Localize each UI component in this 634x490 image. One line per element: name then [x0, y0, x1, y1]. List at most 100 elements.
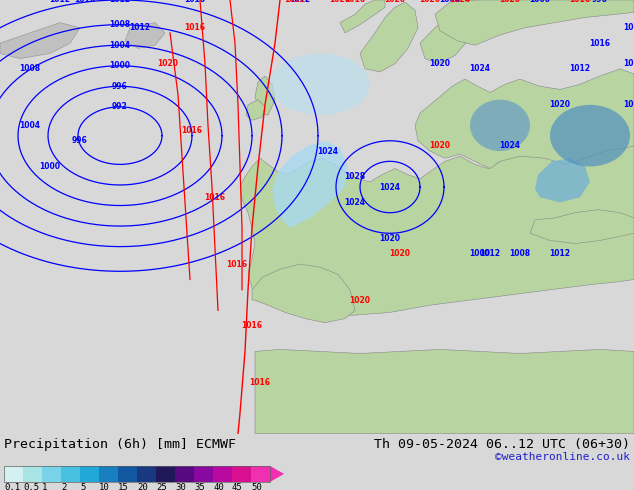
Text: 45: 45	[232, 484, 243, 490]
Text: 1024: 1024	[470, 64, 491, 74]
Text: 2: 2	[61, 484, 67, 490]
Text: 1016: 1016	[569, 0, 590, 4]
Polygon shape	[255, 349, 634, 434]
Text: 0.5: 0.5	[23, 484, 39, 490]
Bar	[99, 466, 118, 482]
Text: 1000: 1000	[110, 61, 131, 70]
Text: 996: 996	[112, 82, 128, 91]
Text: 1008: 1008	[20, 64, 41, 74]
Text: 1016: 1016	[250, 378, 271, 387]
Text: 1024: 1024	[318, 147, 339, 155]
Text: 1020: 1020	[384, 0, 406, 4]
Polygon shape	[530, 210, 634, 244]
Text: 1020: 1020	[349, 295, 370, 305]
Text: 1012: 1012	[110, 0, 131, 4]
Text: 996: 996	[592, 0, 608, 4]
Text: 1004: 1004	[110, 41, 131, 49]
Bar	[175, 466, 194, 482]
Text: 1016: 1016	[181, 126, 202, 135]
Polygon shape	[270, 466, 284, 482]
Polygon shape	[272, 141, 348, 228]
Polygon shape	[125, 23, 165, 49]
Text: 1000: 1000	[39, 162, 60, 171]
Text: 1: 1	[42, 484, 48, 490]
Text: 1020: 1020	[429, 142, 451, 150]
Polygon shape	[252, 264, 355, 323]
Text: 1016: 1016	[242, 321, 262, 330]
Polygon shape	[240, 141, 634, 316]
Bar	[118, 466, 137, 482]
Ellipse shape	[550, 105, 630, 167]
Polygon shape	[535, 158, 590, 202]
Text: 40: 40	[213, 484, 224, 490]
Text: Precipitation (6h) [mm] ECMWF: Precipitation (6h) [mm] ECMWF	[4, 438, 236, 451]
Polygon shape	[340, 0, 385, 33]
Text: 1012: 1012	[569, 64, 590, 74]
Text: 1020: 1020	[429, 59, 451, 68]
Text: 1016: 1016	[184, 0, 205, 4]
Polygon shape	[255, 76, 275, 115]
Bar	[137, 466, 156, 482]
Bar	[42, 466, 61, 482]
Text: 1012: 1012	[550, 249, 571, 258]
Text: 1024: 1024	[500, 142, 521, 150]
Bar	[4, 466, 23, 482]
Text: 1016: 1016	[590, 39, 611, 48]
Polygon shape	[0, 23, 80, 59]
Text: Th 09-05-2024 06..12 UTC (06+30): Th 09-05-2024 06..12 UTC (06+30)	[374, 438, 630, 451]
Text: 25: 25	[156, 484, 167, 490]
Polygon shape	[246, 99, 265, 120]
Text: 996: 996	[72, 136, 88, 145]
Text: 1012: 1012	[290, 0, 311, 4]
Text: 1020: 1020	[380, 234, 401, 243]
Bar	[80, 466, 99, 482]
Text: 1004: 1004	[439, 0, 460, 4]
Text: 1012: 1012	[623, 23, 634, 32]
Polygon shape	[415, 69, 634, 169]
Polygon shape	[360, 2, 418, 72]
Bar	[23, 466, 42, 482]
Ellipse shape	[270, 53, 370, 115]
Text: 1016: 1016	[75, 0, 96, 4]
Text: 30: 30	[175, 484, 186, 490]
Bar	[251, 466, 270, 482]
Text: 1008: 1008	[623, 100, 634, 109]
Bar	[4, 466, 270, 482]
Bar	[213, 466, 232, 482]
Bar	[232, 466, 251, 482]
Text: 1000: 1000	[470, 249, 491, 258]
Text: 1016: 1016	[344, 0, 365, 4]
Text: 1020: 1020	[550, 100, 571, 109]
Text: 1020: 1020	[420, 0, 441, 4]
Polygon shape	[420, 7, 475, 64]
Text: 1008: 1008	[510, 249, 531, 258]
Bar	[194, 466, 213, 482]
Text: 1020: 1020	[330, 0, 351, 4]
Text: 1016: 1016	[184, 23, 205, 32]
Polygon shape	[435, 0, 634, 45]
Text: 1012: 1012	[285, 0, 306, 4]
Bar	[61, 466, 80, 482]
Text: 1000: 1000	[529, 0, 550, 4]
Text: 992: 992	[112, 102, 128, 111]
Text: 1028: 1028	[344, 172, 366, 181]
Text: 1012: 1012	[129, 23, 150, 32]
Text: 5: 5	[80, 484, 86, 490]
Text: 35: 35	[194, 484, 205, 490]
Ellipse shape	[470, 99, 530, 151]
Text: 1016: 1016	[205, 193, 226, 202]
Text: 1004: 1004	[623, 59, 634, 68]
Bar	[156, 466, 175, 482]
Text: 1008: 1008	[110, 20, 131, 29]
Text: 15: 15	[118, 484, 129, 490]
Text: 1020: 1020	[500, 0, 521, 4]
Text: 1024: 1024	[380, 182, 401, 192]
Text: 1024: 1024	[344, 198, 365, 207]
Text: 1004: 1004	[20, 121, 41, 130]
Text: ©weatheronline.co.uk: ©weatheronline.co.uk	[495, 452, 630, 462]
Text: 1024: 1024	[450, 0, 470, 4]
Text: 1020: 1020	[157, 59, 179, 68]
Text: 20: 20	[137, 484, 148, 490]
Text: 1012: 1012	[479, 249, 500, 258]
Text: 1020: 1020	[389, 249, 410, 258]
